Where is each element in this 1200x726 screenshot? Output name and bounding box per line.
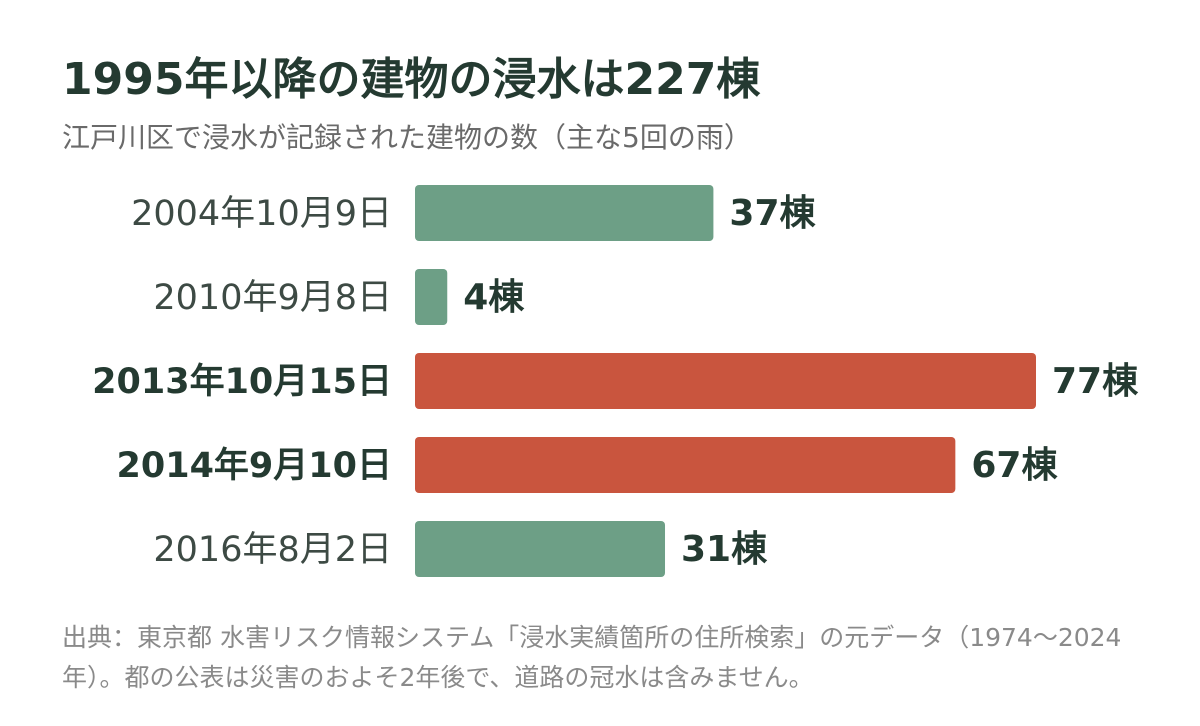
category-label: 2016年8月2日	[153, 530, 392, 570]
category-label: 2013年10月15日	[92, 362, 392, 402]
category-label: 2010年9月8日	[153, 278, 392, 318]
bar	[415, 437, 956, 493]
bar	[415, 353, 1036, 409]
bar	[415, 185, 714, 241]
value-label: 31棟	[681, 529, 768, 570]
chart-subtitle: 江戸川区で浸水が記録された建物の数（主な5回の雨）	[62, 121, 752, 154]
category-label: 2014年9月10日	[117, 446, 392, 486]
bar	[415, 521, 666, 577]
source-note: 出典：東京都 水害リスク情報システム「浸水実績箇所の住所検索」の元データ（197…	[62, 623, 1122, 692]
value-label: 37棟	[729, 193, 816, 234]
bar	[415, 269, 448, 325]
value-label: 67棟	[971, 445, 1058, 486]
value-label: 77棟	[1052, 361, 1139, 402]
value-label: 4棟	[463, 277, 525, 318]
category-label: 2004年10月9日	[131, 194, 392, 234]
chart-title: 1995年以降の建物の浸水は227棟	[62, 54, 761, 105]
